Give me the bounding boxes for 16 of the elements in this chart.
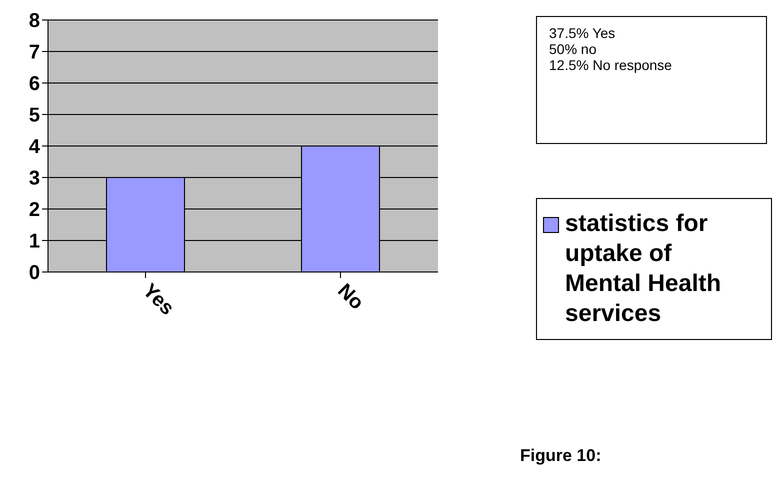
caption: Figure 10: [520,446,602,466]
text: 12.5% No response [549,57,673,73]
y-tick-label: 0 [28,262,40,284]
text: 50% no [549,41,598,57]
legend-label: statistics for uptake of Mental Health services [565,209,722,329]
y-tick-label: 2 [28,199,40,222]
y-tick-label: 7 [28,42,40,64]
text: 37.5% Yes [549,25,616,41]
y-tick-label: 5 [28,104,40,127]
y-tick-label: 3 [28,168,40,190]
y-tick-label: 1 [28,230,40,253]
x-tick-label: Yes [138,280,178,320]
y-tick-label: 6 [28,73,40,96]
y-tick-label: 4 [28,136,41,158]
y-tick-label: 8 [28,10,40,32]
x-tick-label: No [333,280,368,314]
